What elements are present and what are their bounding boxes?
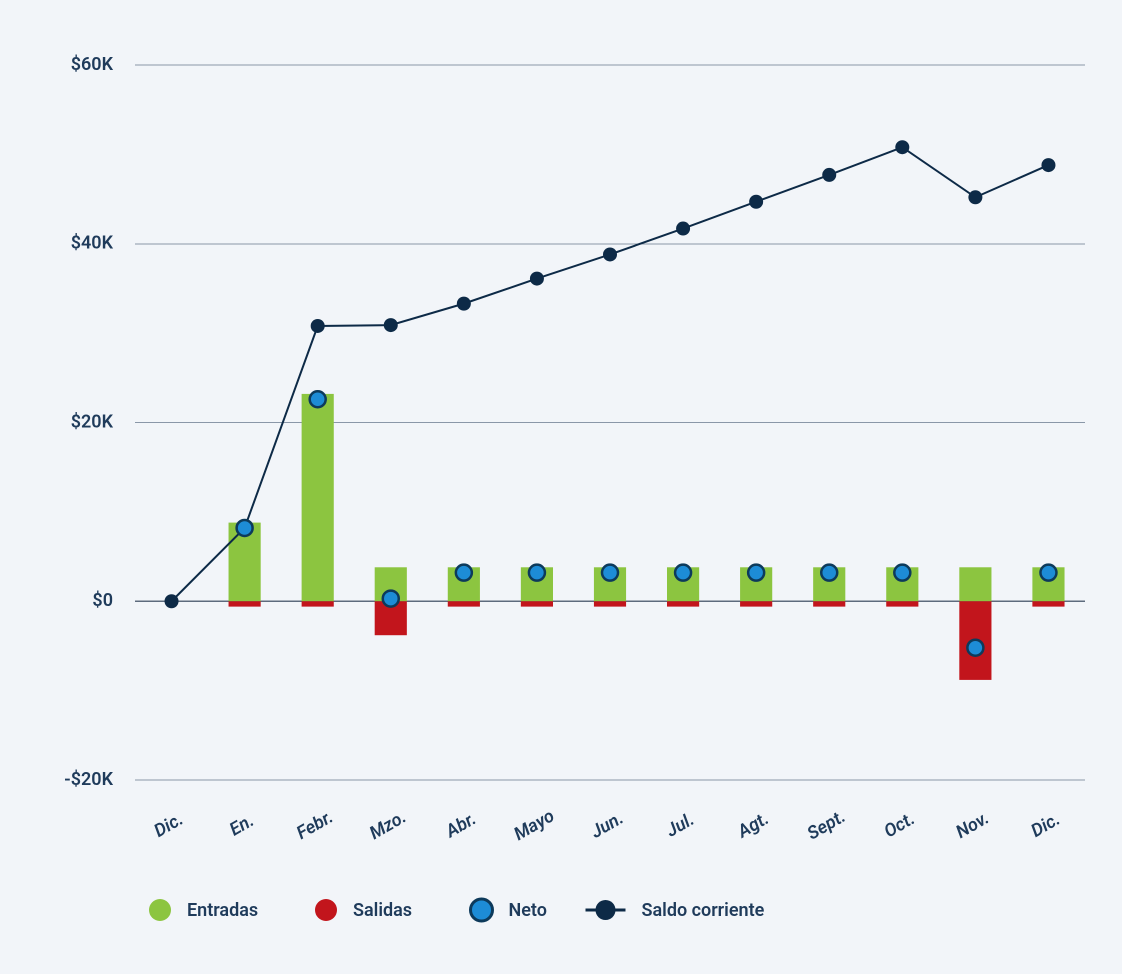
y-axis-tick-label: $60K	[71, 54, 114, 75]
bar-salidas	[302, 601, 334, 606]
marker-saldo-corriente	[311, 319, 325, 333]
x-axis-tick-label: Mzo.	[366, 806, 410, 844]
bar-salidas	[740, 601, 772, 606]
bar-salidas	[594, 601, 626, 606]
marker-saldo-corriente	[676, 222, 690, 236]
marker-saldo-corriente	[457, 297, 471, 311]
x-axis-tick-label: Jul.	[663, 809, 699, 842]
y-axis-tick-label: $20K	[71, 411, 114, 432]
marker-neto	[675, 565, 691, 581]
marker-neto	[529, 565, 545, 581]
x-axis-tick-label: Dic.	[1027, 809, 1063, 842]
marker-neto	[821, 565, 837, 581]
bar-salidas	[448, 601, 480, 606]
marker-neto	[456, 565, 472, 581]
bar-salidas	[667, 601, 699, 606]
legend-label-neto: Neto	[509, 900, 547, 921]
y-axis-tick-label: -$20K	[64, 769, 113, 790]
bar-salidas	[1032, 601, 1064, 606]
marker-saldo-corriente	[1041, 158, 1055, 172]
bar-salidas	[229, 601, 261, 606]
x-axis-tick-label: Oct.	[880, 808, 918, 842]
marker-saldo-corriente	[895, 140, 909, 154]
y-axis-tick-label: $0	[92, 590, 113, 611]
marker-saldo-corriente	[822, 168, 836, 182]
bar-salidas	[521, 601, 553, 606]
x-axis-tick-label: Abr.	[441, 808, 480, 842]
legend-marker	[315, 899, 337, 921]
marker-neto	[1040, 565, 1056, 581]
marker-saldo-corriente	[749, 195, 763, 209]
bar-entradas	[959, 567, 991, 601]
x-axis-tick-label: Agt.	[733, 808, 772, 843]
bar-entradas	[302, 394, 334, 601]
marker-neto	[748, 565, 764, 581]
marker-saldo-corriente	[968, 190, 982, 204]
marker-neto	[383, 591, 399, 607]
marker-neto	[602, 565, 618, 581]
x-axis-tick-label: Jun.	[587, 808, 627, 843]
legend-label-saldo: Saldo corriente	[642, 900, 765, 921]
legend-marker	[596, 900, 616, 920]
y-axis-tick-label: $40K	[71, 233, 114, 254]
marker-neto	[310, 391, 326, 407]
bar-salidas	[813, 601, 845, 606]
legend-label-entradas: Entradas	[187, 900, 258, 921]
bar-salidas	[886, 601, 918, 606]
marker-saldo-corriente	[603, 247, 617, 261]
legend-marker	[149, 899, 171, 921]
x-axis-tick-label: Nov.	[952, 807, 992, 842]
x-axis-tick-label: En.	[226, 810, 258, 840]
legend-label-salidas: Salidas	[353, 900, 412, 921]
marker-saldo-corriente	[384, 318, 398, 332]
marker-neto	[967, 640, 983, 656]
marker-neto	[237, 520, 253, 536]
x-axis-tick-label: Febr.	[293, 807, 337, 844]
marker-saldo-corriente	[530, 272, 544, 286]
x-axis-tick-label: Mayo	[510, 805, 558, 845]
marker-saldo-corriente	[165, 594, 179, 608]
x-axis-tick-label: Sept.	[804, 806, 850, 845]
cashflow-chart: -$20K $0 $20K $40K $60K Dic. En. Febr. Mzo. Abr. M…	[0, 0, 1122, 974]
legend-marker	[471, 899, 493, 921]
marker-neto	[894, 565, 910, 581]
chart-svg: -$20K $0 $20K $40K $60K Dic. En. Febr. Mzo. Abr. M…	[0, 0, 1122, 974]
x-axis-tick-label: Dic.	[151, 809, 187, 842]
